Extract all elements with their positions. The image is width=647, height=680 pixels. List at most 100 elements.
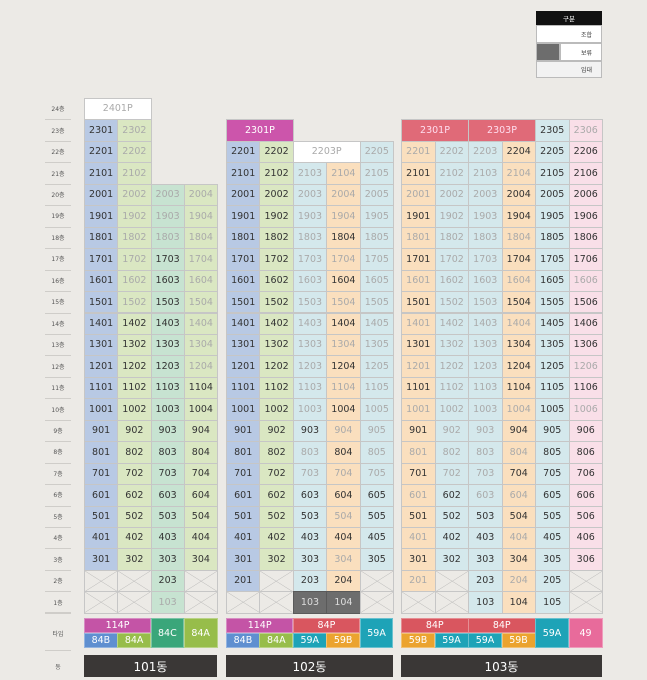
unit-cell[interactable]: 1501 [401, 291, 436, 314]
unit-cell[interactable]: 2305 [535, 119, 570, 142]
unit-cell[interactable]: 1102 [117, 376, 152, 400]
unit-cell[interactable]: 103 [292, 591, 328, 614]
unit-cell[interactable]: 1002 [434, 398, 469, 421]
unit-cell[interactable]: 1404 [326, 312, 361, 335]
unit-cell[interactable]: 405 [535, 527, 570, 550]
unit-cell[interactable]: 501 [226, 505, 261, 528]
unit-cell[interactable]: 1802 [434, 226, 469, 250]
unit-cell[interactable]: 1405 [535, 312, 570, 335]
unit-cell[interactable]: 1402 [434, 312, 469, 335]
unit-cell[interactable]: 2201 [226, 140, 261, 164]
unit-cell[interactable]: 903 [292, 419, 328, 443]
unit-cell[interactable]: 1702 [117, 248, 152, 271]
unit-cell[interactable]: 604 [183, 484, 218, 507]
unit-cell[interactable]: 1502 [117, 291, 152, 314]
unit-cell[interactable]: 2101 [401, 162, 436, 185]
unit-cell[interactable]: 1305 [535, 333, 570, 357]
unit-cell[interactable]: 1303 [292, 333, 328, 357]
unit-cell[interactable]: 1206 [568, 355, 603, 378]
unit-cell[interactable]: 1604 [183, 269, 218, 293]
unit-cell[interactable]: 1304 [326, 333, 361, 357]
unit-cell[interactable]: 906 [568, 419, 603, 443]
unit-cell[interactable]: 1505 [535, 291, 570, 314]
unit-cell[interactable]: 201 [226, 569, 261, 593]
unit-cell[interactable]: 1902 [259, 205, 294, 228]
unit-cell[interactable]: 1402 [117, 312, 152, 335]
unit-cell[interactable]: 1205 [359, 355, 394, 378]
unit-cell[interactable]: 403 [292, 527, 328, 550]
unit-cell[interactable]: 203 [468, 569, 503, 593]
unit-cell[interactable]: 903 [468, 419, 503, 443]
unit-cell[interactable]: 404 [326, 527, 361, 550]
unit-cell[interactable]: 1205 [535, 355, 570, 378]
unit-cell[interactable]: 1903 [468, 205, 503, 228]
unit-cell[interactable]: 2105 [535, 162, 570, 185]
unit-cell[interactable]: 2002 [434, 183, 469, 207]
unit-cell[interactable]: 605 [535, 484, 570, 507]
unit-cell[interactable]: 1602 [259, 269, 294, 293]
unit-cell[interactable]: 701 [401, 462, 436, 486]
unit-cell[interactable]: 2301 [84, 119, 119, 142]
unit-cell[interactable]: 305 [535, 548, 570, 571]
unit-cell[interactable]: 1804 [501, 226, 536, 250]
unit-cell[interactable]: 902 [434, 419, 469, 443]
unit-cell[interactable]: 705 [359, 462, 394, 486]
unit-cell[interactable]: 1902 [434, 205, 469, 228]
unit-cell[interactable]: 2001 [226, 183, 261, 207]
unit-cell[interactable]: 203 [292, 569, 328, 593]
unit-cell[interactable]: 804 [183, 441, 218, 464]
unit-cell[interactable]: 1403 [150, 312, 185, 335]
unit-cell[interactable]: 2103 [292, 162, 328, 185]
unit-cell[interactable]: 801 [84, 441, 119, 464]
unit-cell[interactable]: 1705 [359, 248, 394, 271]
unit-cell[interactable]: 1502 [434, 291, 469, 314]
unit-cell[interactable]: 1302 [117, 333, 152, 357]
unit-cell[interactable]: 404 [501, 527, 536, 550]
unit-cell[interactable]: 1105 [359, 376, 394, 400]
unit-cell[interactable]: 1506 [568, 291, 603, 314]
unit-cell[interactable]: 1501 [226, 291, 261, 314]
unit-cell[interactable]: 2102 [434, 162, 469, 185]
unit-cell[interactable]: 404 [183, 527, 218, 550]
unit-cell[interactable]: 402 [434, 527, 469, 550]
unit-cell[interactable]: 702 [117, 462, 152, 486]
unit-cell[interactable]: 1801 [401, 226, 436, 250]
unit-cell[interactable]: 1905 [535, 205, 570, 228]
unit-cell[interactable]: 1802 [259, 226, 294, 250]
unit-cell[interactable]: 2004 [326, 183, 361, 207]
unit-cell[interactable]: 2302 [117, 119, 152, 142]
unit-cell[interactable]: 1803 [150, 226, 185, 250]
unit-cell[interactable]: 1906 [568, 205, 603, 228]
unit-cell[interactable]: 603 [468, 484, 503, 507]
unit-cell[interactable]: 1303 [468, 333, 503, 357]
unit-cell[interactable]: 1603 [468, 269, 503, 293]
unit-cell[interactable]: 701 [226, 462, 261, 486]
unit-cell[interactable]: 1606 [568, 269, 603, 293]
unit-cell[interactable]: 1904 [501, 205, 536, 228]
unit-cell[interactable]: 2005 [359, 183, 394, 207]
unit-cell[interactable]: 1102 [259, 376, 294, 400]
unit-cell[interactable]: 1004 [183, 398, 218, 421]
unit-cell[interactable]: 104 [326, 591, 361, 614]
unit-cell[interactable]: 2301P [401, 119, 469, 142]
unit-cell[interactable]: 304 [501, 548, 536, 571]
unit-cell[interactable]: 1202 [434, 355, 469, 378]
unit-cell[interactable]: 2205 [535, 140, 570, 164]
unit-cell[interactable]: 1001 [401, 398, 436, 421]
unit-cell[interactable]: 1202 [259, 355, 294, 378]
unit-cell[interactable]: 503 [468, 505, 503, 528]
unit-cell[interactable]: 1804 [326, 226, 361, 250]
unit-cell[interactable]: 303 [150, 548, 185, 571]
unit-cell[interactable]: 704 [183, 462, 218, 486]
unit-cell[interactable]: 2206 [568, 140, 603, 164]
unit-cell[interactable]: 1903 [292, 205, 328, 228]
unit-cell[interactable]: 1406 [568, 312, 603, 335]
unit-cell[interactable]: 502 [434, 505, 469, 528]
unit-cell[interactable]: 603 [292, 484, 328, 507]
unit-cell[interactable]: 1703 [150, 248, 185, 271]
unit-cell[interactable]: 1605 [359, 269, 394, 293]
unit-cell[interactable]: 2001 [84, 183, 119, 207]
unit-cell[interactable]: 1504 [326, 291, 361, 314]
unit-cell[interactable]: 1706 [568, 248, 603, 271]
unit-cell[interactable]: 2103 [468, 162, 503, 185]
